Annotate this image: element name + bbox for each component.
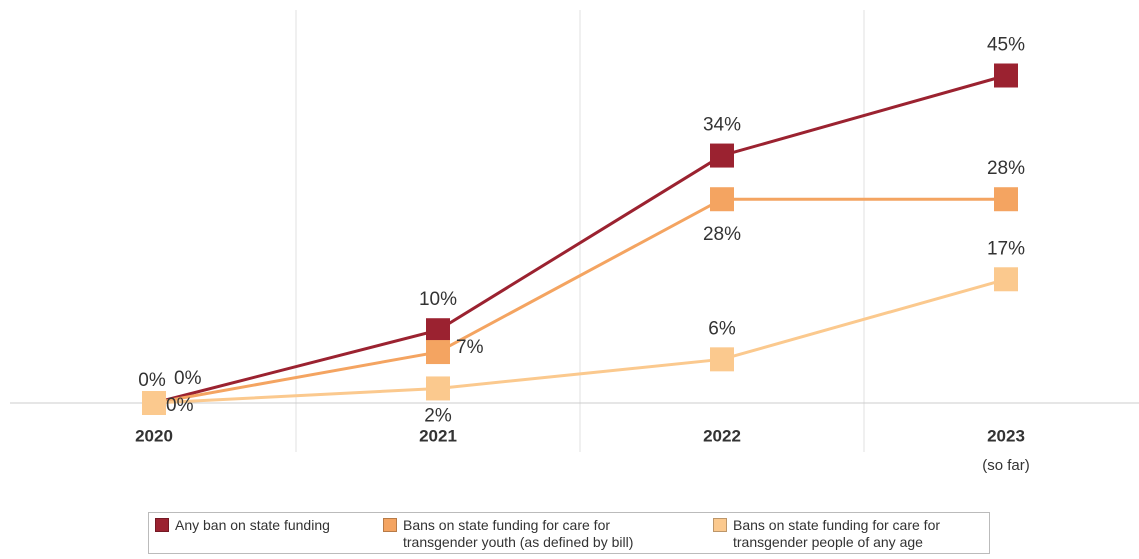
marker xyxy=(426,340,450,365)
data-label: 0% xyxy=(166,395,194,416)
x-annotation: (so far) xyxy=(982,457,1030,474)
data-label: 17% xyxy=(987,238,1025,259)
series-line xyxy=(153,197,1006,405)
data-label: 6% xyxy=(708,318,736,339)
data-label: 0% xyxy=(138,370,166,391)
data-label: 28% xyxy=(703,224,741,245)
x-tick-label: 2020 xyxy=(135,426,173,445)
legend-swatch xyxy=(713,518,727,532)
data-label: 34% xyxy=(703,115,741,136)
x-tick-label: 2021 xyxy=(419,426,457,445)
data-label: 7% xyxy=(456,337,484,358)
data-label: 10% xyxy=(419,289,457,310)
legend-item: Bans on state funding for care for trans… xyxy=(383,517,663,551)
legend-label: Bans on state funding for care for trans… xyxy=(403,517,634,550)
marker xyxy=(426,318,450,343)
data-label: 45% xyxy=(987,35,1025,56)
legend-swatch xyxy=(155,518,169,532)
legend-label: Any ban on state funding xyxy=(175,517,330,533)
marker xyxy=(994,267,1018,292)
marker xyxy=(426,376,450,401)
series-line xyxy=(153,277,1007,405)
legend-swatch xyxy=(383,518,397,532)
data-label: 2% xyxy=(424,405,452,426)
marker xyxy=(710,187,734,212)
series-line xyxy=(153,74,1007,405)
x-tick-label: 2022 xyxy=(703,426,741,445)
marker xyxy=(994,63,1018,88)
legend-item: Any ban on state funding xyxy=(155,517,365,534)
legend: Any ban on state funding Bans on state fu… xyxy=(148,512,990,554)
marker xyxy=(142,391,166,415)
legend-item: Bans on state funding for care for trans… xyxy=(713,517,993,551)
marker xyxy=(994,187,1018,212)
data-label: 0% xyxy=(174,368,202,389)
marker xyxy=(710,347,734,372)
data-label: 28% xyxy=(987,158,1025,179)
legend-label: Bans on state funding for care for trans… xyxy=(733,517,941,550)
marker xyxy=(710,143,734,168)
chart: 2020 2021 2022 2023 (so far) 0% 10% 34% 45% 0% 7% 2… xyxy=(10,10,1139,474)
x-tick-label: 2023 xyxy=(987,426,1025,445)
